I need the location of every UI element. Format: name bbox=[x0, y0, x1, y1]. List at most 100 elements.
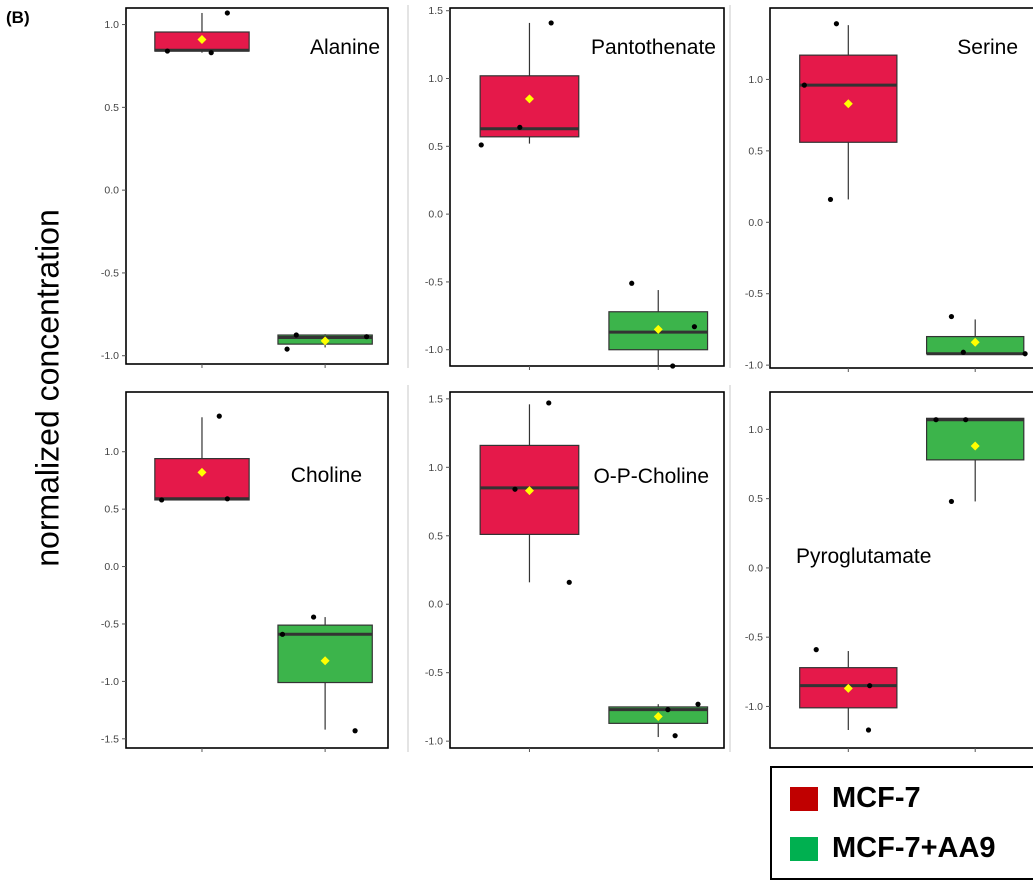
mean-marker-mcf7 bbox=[843, 683, 853, 693]
data-point-mcf7 bbox=[512, 486, 518, 492]
y-tick-label: -0.5 bbox=[425, 667, 443, 679]
data-point-aa9 bbox=[691, 324, 698, 330]
panel-title: Alanine bbox=[310, 36, 380, 59]
data-point-aa9 bbox=[695, 701, 701, 707]
panel-title: Pantothenate bbox=[591, 36, 716, 59]
data-point-mcf7 bbox=[208, 50, 214, 56]
box-aa9 bbox=[925, 417, 1025, 461]
y-tick-label: 0.5 bbox=[104, 102, 119, 114]
box-mcf7 bbox=[154, 458, 250, 501]
plot-frame bbox=[125, 7, 389, 365]
mean-marker-aa9 bbox=[653, 712, 663, 722]
data-point-mcf7 bbox=[546, 400, 552, 406]
mean-marker-mcf7 bbox=[197, 467, 207, 477]
legend-swatch-aa9 bbox=[790, 836, 818, 861]
data-point-mcf7 bbox=[517, 124, 523, 130]
data-point-aa9 bbox=[948, 313, 955, 320]
data-point-aa9 bbox=[670, 363, 676, 369]
y-tick-label: 0.5 bbox=[428, 530, 443, 542]
data-point-mcf7 bbox=[833, 21, 840, 27]
data-point-mcf7 bbox=[478, 142, 484, 148]
legend-label-aa9: MCF-7+AA9 bbox=[832, 832, 996, 864]
data-point-aa9 bbox=[629, 280, 635, 286]
mean-marker-aa9 bbox=[320, 336, 330, 346]
panel-title: Pyroglutamate bbox=[796, 545, 931, 568]
plot-frame bbox=[125, 391, 389, 749]
y-tick-label: 1.5 bbox=[428, 393, 443, 405]
box-mcf7 bbox=[479, 75, 580, 138]
panel-title: O-P-Choline bbox=[593, 465, 709, 488]
data-point-mcf7 bbox=[216, 413, 222, 419]
panel-title: Choline bbox=[291, 464, 362, 487]
y-tick-label: -1.0 bbox=[101, 676, 119, 688]
y-tick-label: 0.0 bbox=[104, 561, 119, 573]
data-point-mcf7 bbox=[224, 10, 230, 16]
data-point-aa9 bbox=[960, 349, 966, 355]
y-tick-label: 0.0 bbox=[428, 209, 443, 221]
y-tick-label: 1.0 bbox=[104, 446, 119, 458]
data-point-aa9 bbox=[948, 498, 955, 505]
data-point-aa9 bbox=[293, 332, 299, 338]
data-point-mcf7 bbox=[867, 683, 873, 689]
y-tick-label: 0.5 bbox=[748, 493, 763, 505]
data-point-mcf7 bbox=[566, 579, 572, 585]
y-tick-label: 0.5 bbox=[104, 504, 119, 516]
data-point-aa9 bbox=[963, 417, 969, 423]
plot-frame bbox=[449, 7, 725, 367]
legend-item-mcf7: MCF-7 bbox=[790, 782, 921, 815]
mean-marker-aa9 bbox=[970, 441, 980, 451]
data-point-aa9 bbox=[310, 614, 317, 620]
legend: MCF-7 MCF-7+AA9 bbox=[770, 766, 1033, 880]
data-point-aa9 bbox=[284, 346, 290, 352]
data-point-mcf7 bbox=[813, 647, 819, 653]
box-mcf7 bbox=[799, 54, 898, 143]
y-tick-label: 0.0 bbox=[748, 562, 763, 574]
y-tick-label: -1.5 bbox=[101, 733, 119, 745]
y-tick-label: -1.0 bbox=[425, 344, 443, 356]
mean-marker-mcf7 bbox=[197, 34, 207, 44]
y-tick-label: 1.0 bbox=[104, 19, 119, 31]
data-point-mcf7 bbox=[827, 196, 834, 203]
y-tick-label: -0.5 bbox=[745, 288, 763, 300]
y-tick-label: 1.5 bbox=[428, 5, 443, 17]
y-tick-label: 0.0 bbox=[104, 185, 119, 197]
data-point-aa9 bbox=[364, 334, 370, 340]
y-tick-label: -0.5 bbox=[745, 632, 763, 644]
mean-marker-mcf7 bbox=[524, 486, 534, 496]
data-point-aa9 bbox=[352, 728, 358, 734]
y-tick-label: -0.5 bbox=[101, 267, 119, 279]
mean-marker-mcf7 bbox=[843, 99, 853, 109]
data-point-aa9 bbox=[1022, 351, 1028, 357]
y-tick-label: 0.0 bbox=[748, 217, 763, 229]
y-tick-label: -1.0 bbox=[101, 350, 119, 362]
data-point-aa9 bbox=[279, 631, 286, 637]
legend-item-aa9: MCF-7+AA9 bbox=[790, 832, 996, 865]
y-tick-label: 1.0 bbox=[428, 73, 443, 85]
mean-marker-mcf7 bbox=[524, 94, 534, 104]
data-point-mcf7 bbox=[548, 20, 554, 26]
mean-marker-aa9 bbox=[653, 324, 663, 334]
panel-title: Serine bbox=[957, 36, 1018, 59]
mean-marker-aa9 bbox=[320, 656, 330, 666]
y-tick-label: -0.5 bbox=[425, 276, 443, 288]
data-point-aa9 bbox=[672, 733, 678, 739]
y-tick-label: 1.0 bbox=[748, 424, 763, 436]
data-point-mcf7 bbox=[224, 496, 230, 502]
data-point-mcf7 bbox=[801, 82, 807, 88]
data-point-mcf7 bbox=[159, 497, 165, 503]
y-tick-label: -1.0 bbox=[745, 701, 763, 713]
legend-label-mcf7: MCF-7 bbox=[832, 782, 921, 814]
y-tick-label: 0.5 bbox=[428, 141, 443, 153]
y-tick-label: -1.0 bbox=[425, 736, 443, 748]
y-tick-label: 0.5 bbox=[748, 145, 763, 157]
y-tick-label: -1.0 bbox=[745, 360, 763, 372]
legend-swatch-mcf7 bbox=[790, 786, 818, 811]
y-tick-label: 0.0 bbox=[428, 599, 443, 611]
data-point-mcf7 bbox=[865, 727, 872, 733]
mean-marker-aa9 bbox=[970, 337, 980, 347]
panel-label: (B) bbox=[6, 8, 30, 27]
data-point-aa9 bbox=[665, 707, 671, 713]
data-point-aa9 bbox=[933, 417, 939, 423]
y-tick-label: -0.5 bbox=[101, 618, 119, 630]
